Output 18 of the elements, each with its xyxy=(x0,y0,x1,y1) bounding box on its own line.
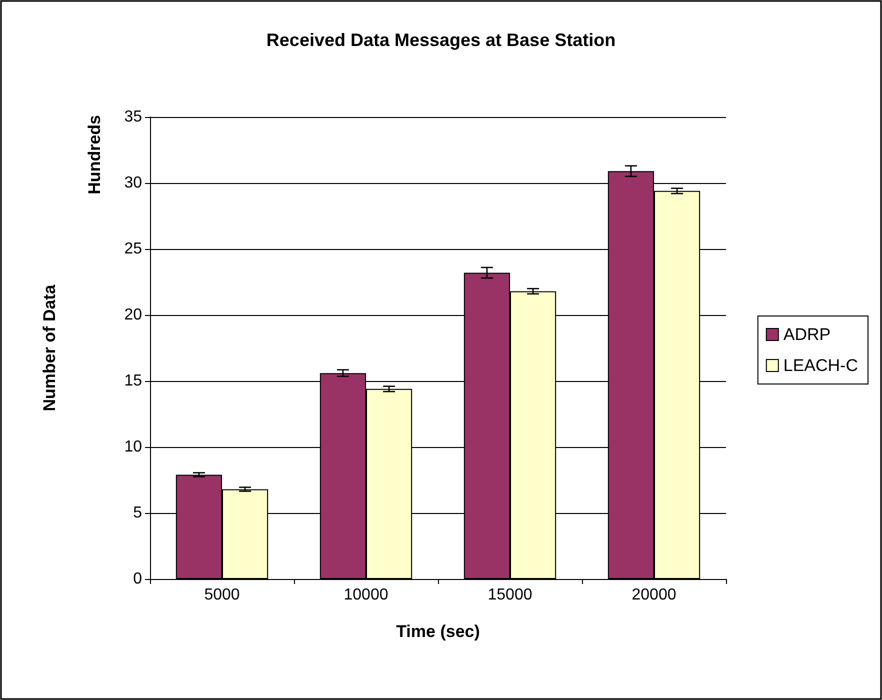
x-tick-label: 5000 xyxy=(204,586,240,604)
y-tick-label: 35 xyxy=(124,108,142,126)
legend-label: ADRP xyxy=(783,325,831,344)
y-tick-label: 15 xyxy=(124,372,142,390)
y-tick-label: 30 xyxy=(124,174,142,192)
chart-title: Received Data Messages at Base Station xyxy=(266,30,616,50)
y-tick-label: 0 xyxy=(133,570,142,588)
y-tick-label: 10 xyxy=(124,438,142,456)
y-axis-title: Number of Data xyxy=(40,284,59,412)
x-axis-title: Time (sec) xyxy=(396,622,480,641)
y-tick-label: 5 xyxy=(133,504,142,522)
legend-label: LEACH-C xyxy=(783,356,858,375)
x-tick-label: 10000 xyxy=(344,586,388,604)
x-tick-label: 20000 xyxy=(632,586,676,604)
y-tick-label: 25 xyxy=(124,240,142,258)
text: Hundreds xyxy=(85,115,104,194)
y-tick-label: 20 xyxy=(124,306,142,324)
x-tick-label: 15000 xyxy=(488,586,532,604)
